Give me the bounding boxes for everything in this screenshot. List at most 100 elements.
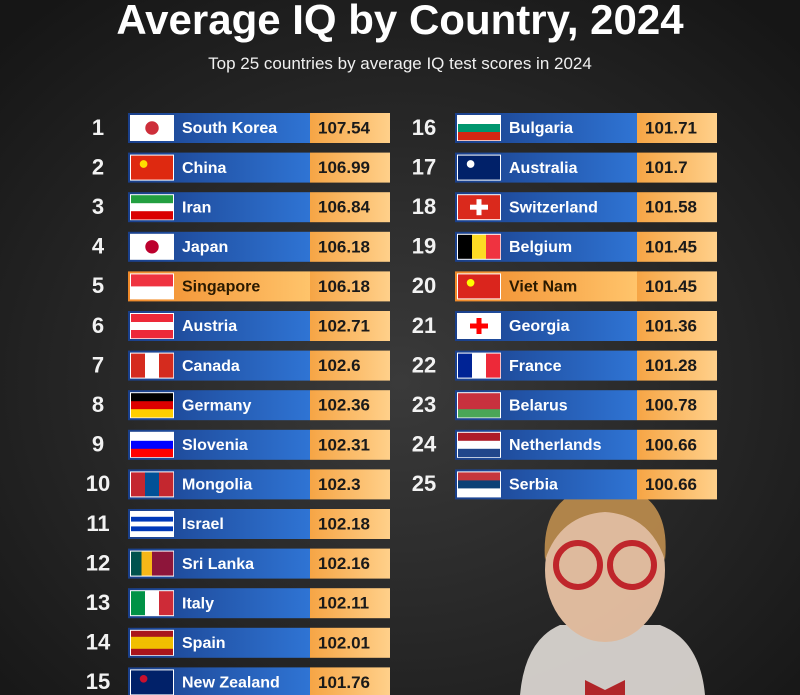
rank: 12 bbox=[86, 550, 110, 575]
flag-stripe bbox=[458, 440, 500, 450]
score-box bbox=[310, 350, 390, 381]
table-row: 20 Viet Nam 101.45 bbox=[412, 271, 717, 302]
flag-stripe bbox=[131, 648, 173, 656]
flag-stripe bbox=[145, 591, 160, 616]
country-name: Belarus bbox=[509, 397, 568, 414]
score: 102.18 bbox=[318, 514, 370, 533]
flag-stripe bbox=[131, 636, 173, 644]
rank: 21 bbox=[412, 313, 436, 338]
flag-stripe bbox=[159, 353, 174, 378]
flag bbox=[131, 353, 174, 378]
country-name: Australia bbox=[509, 160, 578, 177]
score-box bbox=[310, 548, 390, 579]
flag-stripe bbox=[472, 234, 487, 259]
country-name: Spain bbox=[182, 635, 226, 652]
country-name: China bbox=[182, 160, 227, 177]
score: 102.01 bbox=[318, 633, 370, 652]
flag-field bbox=[131, 155, 173, 180]
flag-stripe bbox=[131, 286, 173, 299]
flag-stripe bbox=[131, 516, 173, 522]
score-box bbox=[310, 271, 390, 302]
score: 100.66 bbox=[645, 475, 697, 494]
flag-stripe bbox=[486, 353, 501, 378]
country-name: Austria bbox=[182, 318, 237, 335]
score-box bbox=[637, 350, 717, 381]
flag bbox=[458, 314, 500, 338]
flag-emblem bbox=[139, 674, 148, 683]
rank: 3 bbox=[92, 194, 104, 219]
score-box bbox=[637, 113, 717, 143]
score: 106.18 bbox=[318, 277, 370, 296]
flag-stripe bbox=[159, 472, 174, 497]
flag bbox=[458, 432, 500, 458]
country-name: Sri Lanka bbox=[182, 556, 254, 573]
flag-field bbox=[458, 155, 500, 180]
rank: 14 bbox=[86, 630, 111, 655]
rank: 16 bbox=[412, 115, 436, 140]
country-name: Singapore bbox=[182, 279, 260, 296]
score-box bbox=[310, 152, 390, 183]
flag-stripe bbox=[162, 551, 174, 576]
flag-stripe bbox=[486, 234, 501, 259]
flag-cross bbox=[470, 323, 488, 329]
flag-stripe bbox=[131, 393, 173, 402]
table-row: 23 Belarus 100.78 bbox=[412, 390, 717, 421]
flag-stripe bbox=[458, 353, 473, 378]
score: 100.78 bbox=[645, 396, 697, 415]
country-name: Mongolia bbox=[182, 477, 252, 494]
score-box bbox=[310, 588, 390, 619]
flag-stripe bbox=[131, 526, 173, 532]
flag-stripe bbox=[131, 642, 173, 650]
flag-stripe bbox=[131, 440, 173, 450]
flag-stripe bbox=[131, 195, 173, 204]
flag-stripe bbox=[131, 432, 173, 442]
flag-stripe bbox=[131, 330, 173, 339]
country-name: Bulgaria bbox=[509, 120, 573, 137]
flag-stripe bbox=[131, 591, 146, 616]
flag-stripe bbox=[131, 409, 173, 418]
rank: 17 bbox=[412, 154, 436, 179]
rank: 5 bbox=[92, 273, 104, 298]
flag-stripe bbox=[458, 116, 500, 125]
score-box bbox=[310, 311, 390, 341]
rank: 13 bbox=[86, 590, 110, 615]
flag-stripe bbox=[131, 322, 173, 331]
flag-field bbox=[131, 670, 173, 695]
table-row: 22 France 101.28 bbox=[412, 350, 717, 381]
score-box bbox=[310, 469, 390, 500]
country-name: Israel bbox=[182, 516, 224, 533]
country-name: Belgium bbox=[509, 239, 572, 256]
score-box bbox=[310, 231, 390, 262]
score-box bbox=[310, 113, 390, 143]
flag-stripe bbox=[131, 551, 142, 576]
score-box bbox=[637, 271, 717, 302]
rank: 1 bbox=[92, 115, 104, 140]
flag bbox=[458, 116, 500, 141]
flag bbox=[131, 591, 174, 616]
flag-stripe bbox=[458, 448, 500, 458]
table-row: 17 Australia 101.7 bbox=[412, 152, 717, 183]
flag bbox=[131, 314, 173, 339]
flag-stripe bbox=[131, 630, 173, 638]
flag-stripe bbox=[145, 472, 160, 497]
table-row: 24 Netherlands 100.66 bbox=[412, 429, 717, 460]
flag bbox=[131, 472, 174, 497]
score-box bbox=[310, 192, 390, 223]
score: 101.7 bbox=[645, 158, 688, 177]
flag-stripe bbox=[458, 409, 500, 418]
country-name: New Zealand bbox=[182, 675, 280, 692]
flag-stripe bbox=[458, 393, 500, 402]
rank: 2 bbox=[92, 154, 104, 179]
flag-stripe bbox=[152, 551, 163, 576]
country-name: Netherlands bbox=[509, 437, 602, 454]
flag bbox=[458, 155, 500, 180]
score-box bbox=[310, 627, 390, 658]
flag bbox=[131, 432, 173, 458]
flag bbox=[458, 393, 500, 418]
score-box bbox=[637, 311, 717, 341]
boy-illustration bbox=[520, 485, 705, 695]
rank: 18 bbox=[412, 194, 436, 219]
